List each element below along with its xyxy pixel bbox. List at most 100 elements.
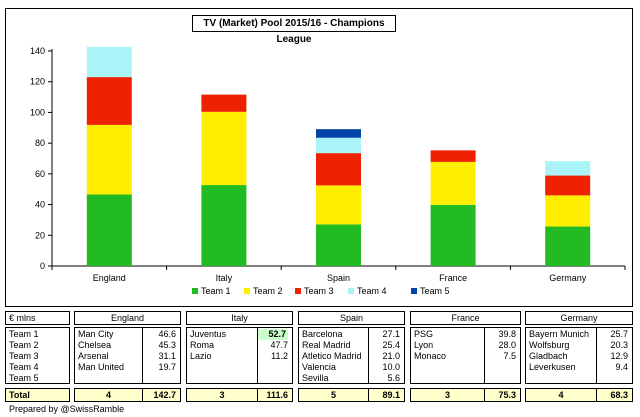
country-header: France bbox=[410, 311, 521, 325]
prepared-by-credit: Prepared by @SwissRamble bbox=[9, 404, 125, 414]
bar-segment bbox=[430, 161, 476, 205]
club-value: 45.3 bbox=[158, 340, 176, 350]
column-divider bbox=[484, 328, 485, 383]
club-value: 5.6 bbox=[387, 373, 400, 383]
country-total: 68.3 bbox=[610, 390, 628, 400]
club-value: 7.5 bbox=[503, 351, 516, 361]
unit-label: € mlns bbox=[5, 311, 70, 325]
x-tick-label: France bbox=[439, 273, 467, 283]
club-name: Bayern Munich bbox=[529, 329, 590, 339]
club-name: Atletico Madrid bbox=[302, 351, 362, 361]
club-count: 4 bbox=[105, 390, 111, 400]
club-count: 3 bbox=[444, 390, 450, 400]
legend-swatch bbox=[244, 288, 250, 294]
club-value: 31.1 bbox=[158, 351, 176, 361]
column-divider bbox=[596, 328, 597, 383]
club-name: Lyon bbox=[414, 340, 434, 350]
chart-plot: 0 20 40 60 80 100 120 140 England Italy Spain Franc… bbox=[30, 46, 626, 296]
legend-label: Team 5 bbox=[420, 286, 450, 296]
country-total-box: 5 89.1 bbox=[298, 388, 405, 402]
club-value: 20.3 bbox=[610, 340, 628, 350]
x-tick-label: Spain bbox=[327, 273, 350, 283]
bar-segment bbox=[86, 77, 132, 125]
club-value: 25.7 bbox=[610, 329, 628, 339]
country-total: 142.7 bbox=[153, 390, 176, 400]
bar-segment bbox=[430, 150, 476, 162]
country-total: 111.6 bbox=[266, 390, 288, 400]
country-panel-germany: Germany Bayern Munich 25.7 Wolfsburg 20.3 Gla… bbox=[525, 311, 633, 403]
column-divider bbox=[142, 328, 143, 383]
team-label: Team 2 bbox=[9, 340, 39, 350]
club-count: 3 bbox=[219, 390, 225, 400]
club-value: 19.7 bbox=[158, 362, 176, 372]
club-value: 21.0 bbox=[382, 351, 400, 361]
y-tick-label: 80 bbox=[35, 138, 45, 148]
y-tick-label: 60 bbox=[35, 169, 45, 179]
column-divider bbox=[484, 389, 485, 401]
legend-label: Team 3 bbox=[304, 286, 334, 296]
column-divider bbox=[142, 389, 143, 401]
club-name: Juventus bbox=[190, 329, 227, 339]
club-list: PSG 39.8 Lyon 28.0 Monaco 7.5 bbox=[410, 327, 521, 384]
legend-label: Team 2 bbox=[253, 286, 283, 296]
bar-segment bbox=[201, 111, 247, 186]
bar-segment bbox=[316, 137, 361, 154]
team-label-list: Team 1 Team 2 Team 3 Team 4 Team 5 bbox=[5, 327, 70, 384]
country-header: Spain bbox=[298, 311, 405, 325]
club-name: Barcelona bbox=[302, 329, 343, 339]
country-header: Germany bbox=[525, 311, 633, 325]
club-value: 28.0 bbox=[498, 340, 516, 350]
column-divider bbox=[257, 328, 258, 383]
bar-segment bbox=[86, 46, 132, 78]
chart-title: TV (Market) Pool 2015/16 - Champions Lea… bbox=[192, 15, 396, 45]
bar-segment bbox=[316, 224, 361, 266]
legend-swatch bbox=[295, 288, 301, 294]
country-total: 89.1 bbox=[382, 390, 400, 400]
club-name: Man United bbox=[78, 362, 125, 372]
country-total-box: 4 142.7 bbox=[74, 388, 181, 402]
country-panel-france: France PSG 39.8 Lyon 28.0 Monaco 7.5 3 75.3 bbox=[410, 311, 521, 403]
country-panel-italy: Italy Juventus 52.7 Roma 47.7 Lazio 11.2 3 111.6 bbox=[186, 311, 293, 403]
y-tick-label: 140 bbox=[30, 46, 45, 56]
club-name: Arsenal bbox=[78, 351, 109, 361]
legend-swatch bbox=[411, 288, 417, 294]
country-total-box: 3 111.6 bbox=[186, 388, 293, 402]
club-value: 46.6 bbox=[158, 329, 176, 339]
club-value: 47.7 bbox=[270, 340, 288, 350]
club-value: 52.7 bbox=[258, 329, 288, 340]
bar-segment bbox=[316, 153, 361, 186]
club-name: Valencia bbox=[302, 362, 336, 372]
club-name: Chelsea bbox=[78, 340, 112, 350]
country-header: Italy bbox=[186, 311, 293, 325]
column-divider bbox=[257, 389, 258, 401]
club-count: 5 bbox=[330, 390, 336, 400]
chart-frame: 0 20 40 60 80 100 120 140 England Italy Spain Franc… bbox=[5, 8, 633, 307]
club-list: Bayern Munich 25.7 Wolfsburg 20.3 Gladbach 12… bbox=[525, 327, 633, 384]
bar-segment bbox=[86, 194, 132, 266]
bar-segment bbox=[201, 185, 247, 266]
y-tick-label: 0 bbox=[40, 261, 45, 271]
club-name: Leverkusen bbox=[529, 362, 576, 372]
club-value: 27.1 bbox=[382, 329, 400, 339]
club-name: Real Madrid bbox=[302, 340, 351, 350]
bar-segment bbox=[430, 204, 476, 266]
country-panel-england: England Man City 46.6 Chelsea 45.3 Arsenal 31.… bbox=[74, 311, 181, 403]
team-label: Team 3 bbox=[9, 351, 39, 361]
team-label: Team 5 bbox=[9, 373, 39, 383]
y-tick-label: 120 bbox=[30, 77, 45, 87]
club-name: Man City bbox=[78, 329, 114, 339]
team-label: Team 4 bbox=[9, 362, 39, 372]
x-tick-label: Germany bbox=[549, 273, 587, 283]
club-name: Wolfsburg bbox=[529, 340, 570, 350]
bar-segment bbox=[545, 175, 591, 196]
y-tick-label: 100 bbox=[30, 107, 45, 117]
legend-swatch bbox=[192, 288, 198, 294]
row-labels-panel: € mlns Team 1 Team 2 Team 3 Team 4 Team 5 Tota… bbox=[5, 311, 70, 403]
club-value: 9.4 bbox=[615, 362, 628, 372]
club-name: Sevilla bbox=[302, 373, 329, 383]
x-tick-label: Italy bbox=[216, 273, 233, 283]
legend-swatch bbox=[348, 288, 354, 294]
total-label: Total bbox=[5, 388, 70, 402]
club-list: Man City 46.6 Chelsea 45.3 Arsenal 31.1 Man Un… bbox=[74, 327, 181, 384]
club-value: 25.4 bbox=[382, 340, 400, 350]
